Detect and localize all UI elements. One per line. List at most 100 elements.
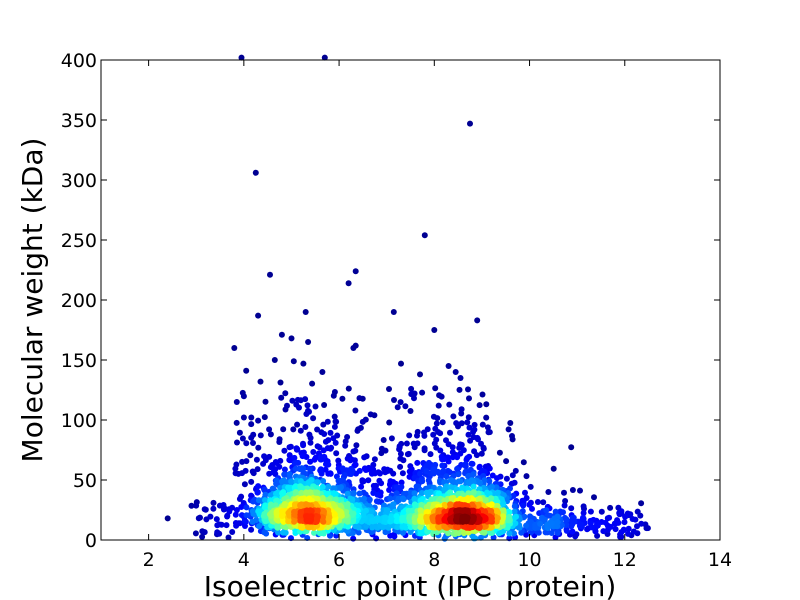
data-point (201, 529, 208, 536)
data-point (286, 444, 293, 451)
data-point (438, 393, 445, 400)
data-point (284, 402, 290, 409)
data-point (630, 528, 637, 535)
data-point (417, 371, 423, 378)
y-tick-label: 250 (61, 230, 97, 252)
data-point (572, 533, 579, 540)
data-point (419, 389, 426, 396)
data-point (390, 470, 397, 477)
data-point (234, 439, 240, 446)
data-point (511, 479, 518, 486)
data-point (399, 495, 406, 502)
data-point (231, 345, 238, 351)
data-point (417, 470, 424, 477)
data-point (295, 459, 302, 466)
data-point (371, 456, 378, 463)
data-point (479, 421, 486, 428)
data-point (324, 418, 331, 425)
data-point (495, 530, 502, 537)
data-point (297, 466, 304, 473)
data-point (446, 401, 453, 408)
data-point (354, 427, 361, 434)
data-point (271, 357, 278, 363)
data-point (344, 527, 351, 534)
data-point (352, 407, 359, 414)
data-point (241, 481, 248, 488)
data-point (288, 335, 295, 342)
data-point (447, 484, 454, 490)
data-point (435, 517, 442, 524)
data-point (349, 530, 356, 537)
data-point (504, 524, 511, 531)
data-point (307, 518, 314, 525)
data-point (430, 470, 437, 477)
data-point (286, 512, 293, 519)
data-point (286, 452, 293, 459)
data-point (445, 363, 452, 369)
data-point (291, 484, 298, 491)
data-point (435, 402, 442, 409)
data-point (475, 490, 482, 497)
data-point (404, 451, 411, 458)
data-point (400, 522, 406, 529)
data-point (254, 466, 261, 473)
data-point (310, 449, 317, 455)
data-point (199, 533, 206, 540)
data-point (311, 456, 318, 463)
data-point (300, 442, 307, 449)
data-point (468, 514, 475, 521)
data-point (243, 504, 250, 511)
data-point (409, 507, 416, 514)
data-point (297, 496, 304, 503)
data-point (469, 524, 476, 531)
data-point (478, 450, 485, 457)
data-point (454, 529, 461, 536)
data-point (380, 437, 387, 443)
x-tick-label: 14 (708, 549, 732, 571)
data-point (634, 523, 640, 530)
data-point (236, 429, 243, 436)
data-point (569, 528, 576, 535)
data-point (616, 510, 623, 516)
data-point (421, 232, 428, 239)
data-point (407, 529, 414, 535)
data-point (278, 394, 285, 401)
data-point (335, 465, 342, 472)
data-point (554, 519, 561, 526)
data-point (459, 497, 466, 504)
data-point (407, 408, 414, 414)
data-point (393, 484, 400, 491)
data-point (330, 392, 337, 399)
data-point (534, 499, 541, 505)
data-point (188, 502, 195, 509)
data-point (390, 309, 397, 315)
data-point (242, 467, 249, 474)
data-point (273, 460, 280, 466)
data-point (545, 489, 552, 495)
data-point (356, 490, 363, 497)
data-point (397, 463, 404, 470)
data-point (449, 444, 456, 451)
data-point (281, 471, 288, 478)
data-point (325, 483, 332, 490)
data-point (213, 516, 220, 523)
data-point (476, 523, 483, 530)
data-point (331, 423, 338, 430)
data-point (393, 490, 400, 497)
data-point (424, 528, 431, 535)
data-point (377, 470, 383, 477)
data-point (437, 447, 444, 454)
data-point (421, 447, 428, 454)
data-point (297, 502, 304, 508)
data-point (464, 419, 471, 426)
data-point (330, 435, 337, 442)
data-point (589, 524, 596, 531)
data-point (249, 518, 256, 525)
data-point (412, 524, 419, 531)
x-tick-label: 8 (428, 549, 440, 571)
data-point (388, 435, 395, 442)
data-point (352, 268, 359, 275)
data-point (466, 424, 473, 431)
data-point (358, 518, 365, 525)
data-point (221, 504, 228, 511)
